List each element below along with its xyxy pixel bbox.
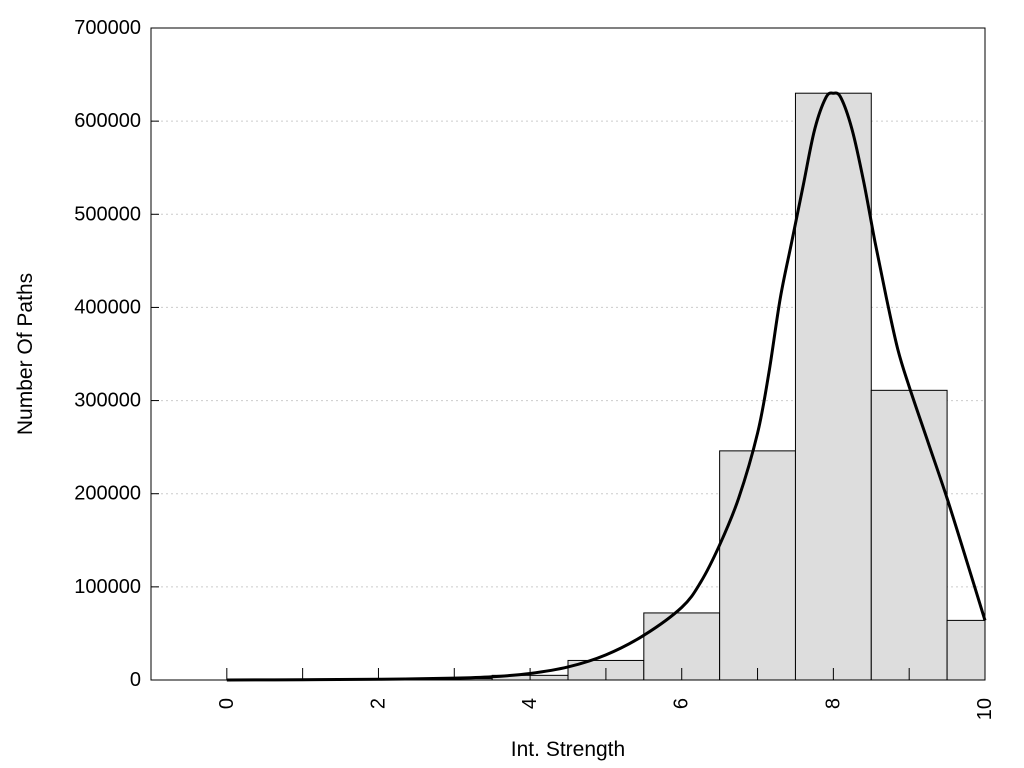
bars	[264, 92, 986, 681]
plot-frame	[150, 27, 986, 681]
x-tick-label: 0	[216, 698, 238, 709]
y-tick-label: 100000	[74, 576, 141, 598]
histogram-bar	[794, 92, 872, 681]
histogram-bar	[719, 450, 796, 681]
x-tick-label: 10	[974, 698, 996, 720]
histogram-bar	[870, 389, 948, 681]
x-axis-title: Int. Strength	[511, 738, 625, 761]
x-tick-label: 6	[671, 698, 693, 709]
x-ticks: 0 2 4 6 8 10	[216, 668, 996, 720]
histogram-bar	[946, 619, 986, 681]
y-tick-label: 200000	[74, 483, 141, 505]
x-tick-label: 8	[822, 698, 844, 709]
x-tick-label: 4	[519, 698, 541, 709]
y-tick-label: 600000	[74, 110, 141, 132]
y-tick-label: 400000	[74, 296, 141, 318]
y-tick-label: 0	[130, 669, 141, 691]
y-axis-title: Number Of Paths	[14, 273, 37, 435]
x-tick-label: 2	[367, 698, 389, 709]
y-tick-label: 500000	[74, 203, 141, 225]
y-ticks: 0 100000 200000 300000 400000 500000 600000 700…	[74, 17, 159, 691]
y-tick-label: 700000	[74, 17, 141, 39]
y-tick-label: 300000	[74, 390, 141, 412]
